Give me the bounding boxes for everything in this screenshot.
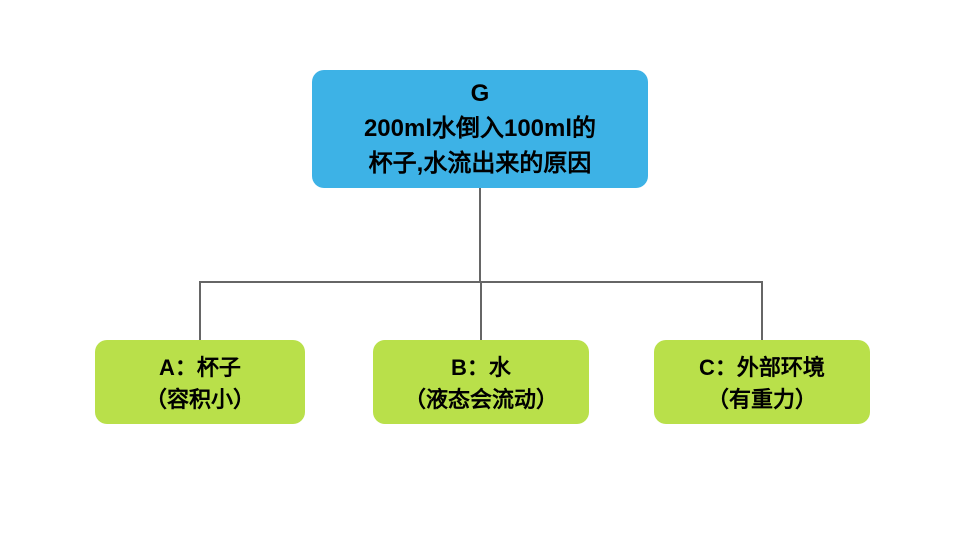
connector-drop-A	[199, 281, 201, 340]
child-C-line2: （有重力）	[707, 382, 817, 414]
root-line1: G	[471, 80, 490, 108]
child-node-C: C：外部环境 （有重力）	[654, 340, 870, 424]
child-A-line2: （容积小）	[145, 382, 255, 414]
connector-drop-C	[761, 281, 763, 340]
root-line2: 200ml水倒入100ml的	[364, 108, 596, 143]
child-node-A: A：杯子 （容积小）	[95, 340, 305, 424]
child-C-line1: C：外部环境	[699, 350, 825, 382]
child-B-line1: B：水	[451, 350, 511, 382]
child-node-B: B：水 （液态会流动）	[373, 340, 589, 424]
root-node-G: G 200ml水倒入100ml的 杯子,水流出来的原因	[312, 70, 648, 188]
child-A-line1: A：杯子	[159, 350, 241, 382]
child-B-line2: （液态会流动）	[404, 382, 558, 414]
connector-drop-B	[480, 281, 482, 340]
root-line3: 杯子,水流出来的原因	[369, 143, 592, 178]
connector-trunk	[479, 188, 481, 282]
